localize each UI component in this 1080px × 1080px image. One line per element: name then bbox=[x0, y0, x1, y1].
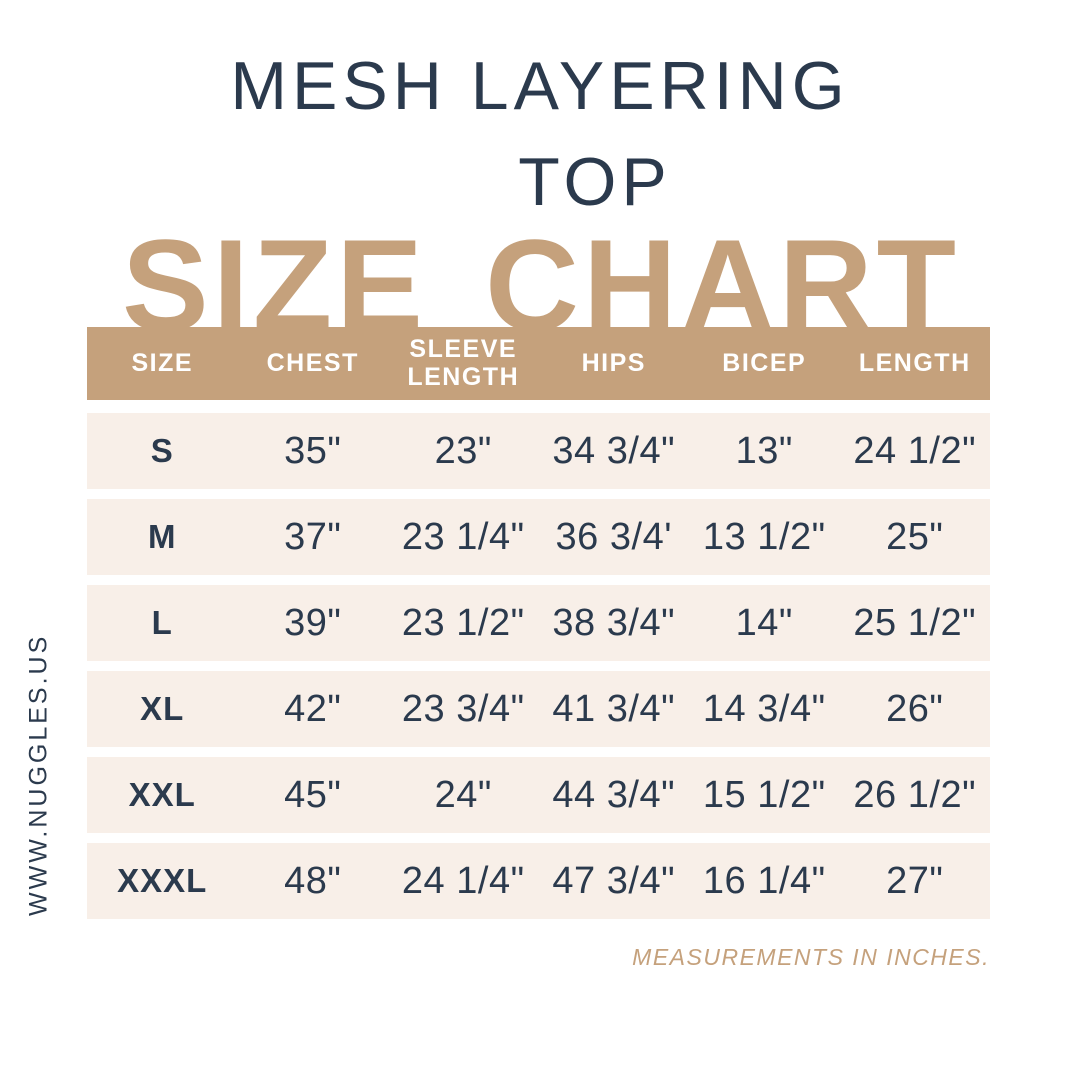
size-label: L bbox=[151, 604, 173, 641]
column-header-length: LENGTH bbox=[840, 348, 991, 378]
measurement-value: 24" bbox=[434, 773, 492, 816]
measurement-value: 26 1/2" bbox=[853, 773, 977, 816]
measurement-value: 15 1/2" bbox=[702, 773, 826, 816]
measurement-value: 27" bbox=[886, 859, 944, 902]
measurement-value: 24 1/4" bbox=[401, 859, 525, 902]
column-header-size: SIZE bbox=[87, 348, 238, 378]
measurement-value: 38 3/4" bbox=[552, 601, 676, 644]
size-label: M bbox=[148, 518, 177, 555]
product-title-line2-text: TOP bbox=[518, 144, 672, 220]
table-row-xxxl: XXXL 48" 24 1/4" 47 3/4" 16 1/4" 27" bbox=[87, 843, 990, 919]
measurement-value: 39" bbox=[284, 601, 342, 644]
measurement-value: 37" bbox=[284, 515, 342, 558]
size-table-header-row: SIZE CHEST SLEEVE LENGTH HIPS BICEP LENGTH bbox=[87, 327, 990, 400]
table-row-l: L 39" 23 1/2" 38 3/4" 14" 25 1/2" bbox=[87, 585, 990, 661]
measurement-value: 23 3/4" bbox=[401, 687, 525, 730]
measurement-value: 23 1/2" bbox=[401, 601, 525, 644]
measurement-value: 23" bbox=[434, 429, 492, 472]
measurement-value: 14 3/4" bbox=[702, 687, 826, 730]
measurement-value: 26" bbox=[886, 687, 944, 730]
column-header-sleeve-length: SLEEVE LENGTH bbox=[388, 335, 539, 391]
column-header-hips: HIPS bbox=[539, 348, 690, 378]
measurement-value: 42" bbox=[284, 687, 342, 730]
size-label: XXXL bbox=[117, 862, 208, 899]
product-title-line1: MESH LAYERING bbox=[230, 48, 850, 124]
measurement-value: 25 1/2" bbox=[853, 601, 977, 644]
measurement-value: 13 1/2" bbox=[702, 515, 826, 558]
size-table-body: S 35" 23" 34 3/4" 13" 24 1/2" M 37" 23 1/4" 36 3/… bbox=[87, 413, 990, 929]
measurement-value: 47 3/4" bbox=[552, 859, 676, 902]
size-label: S bbox=[150, 432, 174, 469]
measurement-value: 25" bbox=[886, 515, 944, 558]
measurement-value: 35" bbox=[284, 429, 342, 472]
measurement-value: 48" bbox=[284, 859, 342, 902]
column-header-chest: CHEST bbox=[238, 348, 389, 378]
column-header-label: LENGTH bbox=[858, 348, 971, 377]
column-header-label: SLEEVE LENGTH bbox=[407, 335, 520, 391]
table-row-s: S 35" 23" 34 3/4" 13" 24 1/2" bbox=[87, 413, 990, 489]
size-label: XXL bbox=[128, 776, 196, 813]
measurement-value: 36 3/4' bbox=[555, 515, 672, 558]
column-header-bicep: BICEP bbox=[689, 348, 840, 378]
table-row-xxl: XXL 45" 24" 44 3/4" 15 1/2" 26 1/2" bbox=[87, 757, 990, 833]
size-label: XL bbox=[140, 690, 185, 727]
column-header-label: BICEP bbox=[722, 348, 807, 377]
measurement-value: 45" bbox=[284, 773, 342, 816]
measurement-value: 16 1/4" bbox=[702, 859, 826, 902]
measurement-value: 41 3/4" bbox=[552, 687, 676, 730]
table-row-xl: XL 42" 23 3/4" 41 3/4" 14 3/4" 26" bbox=[87, 671, 990, 747]
measurement-value: 23 1/4" bbox=[401, 515, 525, 558]
measurement-value: 34 3/4" bbox=[552, 429, 676, 472]
measurement-value: 44 3/4" bbox=[552, 773, 676, 816]
measurement-value: 14" bbox=[735, 601, 793, 644]
website-url: WWW.NUGGLES.US bbox=[24, 633, 53, 917]
table-row-m: M 37" 23 1/4" 36 3/4' 13 1/2" 25" bbox=[87, 499, 990, 575]
column-header-label: HIPS bbox=[581, 348, 646, 377]
measurement-value: 13" bbox=[735, 429, 793, 472]
column-header-label: CHEST bbox=[266, 348, 359, 377]
measurements-note: MEASUREMENTS IN INCHES. bbox=[632, 944, 990, 970]
measurement-value: 24 1/2" bbox=[853, 429, 977, 472]
product-title-line2: TOP bbox=[0, 148, 1080, 216]
column-header-label: SIZE bbox=[131, 348, 194, 377]
